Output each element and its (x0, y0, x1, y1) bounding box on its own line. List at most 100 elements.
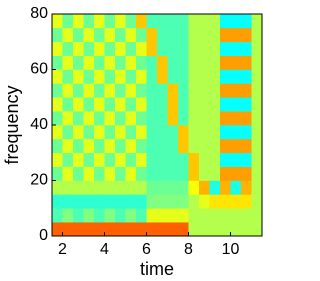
heat-cell (188, 41, 200, 56)
heat-cell (104, 152, 116, 167)
heat-cell (125, 180, 137, 195)
heat-cell (157, 55, 168, 70)
heat-cell (115, 97, 126, 112)
heat-cell (115, 111, 126, 126)
heat-cell (83, 55, 95, 70)
heat-cell (104, 55, 116, 70)
heat-cell (251, 14, 263, 29)
heat-cell (83, 180, 95, 195)
heat-cell (94, 69, 105, 84)
heat-cell (178, 194, 189, 209)
heat-cell (251, 55, 263, 70)
heat-cell (52, 138, 63, 154)
heat-cell (62, 180, 74, 195)
heat-cell (146, 180, 158, 195)
heat-cell (115, 194, 126, 209)
heat-cell (167, 97, 179, 112)
heat-cell (167, 125, 179, 140)
heat-cell (83, 125, 95, 140)
heat-cell (115, 180, 126, 195)
heat-cell (104, 125, 116, 140)
heat-cell (178, 180, 189, 195)
heat-cell (157, 152, 168, 167)
heat-cell (146, 166, 158, 181)
heat-cell (62, 97, 74, 112)
heat-cell (73, 83, 84, 98)
heat-cell (230, 83, 242, 98)
heat-cell (251, 41, 263, 56)
heat-cell (157, 208, 168, 223)
heat-cell (188, 83, 200, 98)
heat-cell (52, 83, 63, 98)
heat-cell (104, 208, 116, 223)
heat-cell (73, 55, 84, 70)
heat-cell (167, 208, 179, 223)
heat-cell (188, 194, 200, 209)
heat-cell (157, 194, 168, 209)
heat-cell (52, 222, 63, 237)
heat-cell (188, 138, 200, 154)
heat-cell (230, 208, 242, 223)
heat-cell (52, 97, 63, 112)
heat-cell (115, 27, 126, 43)
heat-cell (136, 194, 147, 209)
heat-cell (62, 222, 74, 237)
heat-cell (125, 111, 137, 126)
heat-cell (146, 208, 158, 223)
heat-cell (251, 166, 263, 181)
heat-cell (136, 180, 147, 195)
heat-cell (188, 111, 200, 126)
heat-cell (209, 222, 221, 237)
heat-cell (73, 14, 84, 29)
heat-cell (94, 180, 105, 195)
heat-cell (241, 14, 252, 29)
heat-cell (104, 69, 116, 84)
heat-cell (62, 55, 74, 70)
heat-cell (251, 152, 263, 167)
heat-cell (83, 69, 95, 84)
heatmap (52, 14, 263, 237)
heat-cell (199, 125, 210, 140)
heat-cell (83, 152, 95, 167)
heat-cell (241, 69, 252, 84)
heat-cell (241, 194, 252, 209)
heat-cell (136, 166, 147, 181)
heat-cell (167, 41, 179, 56)
heat-cell (52, 125, 63, 140)
heat-cell (251, 208, 263, 223)
heat-cell (73, 97, 84, 112)
heat-cell (146, 222, 158, 237)
heat-cell (188, 97, 200, 112)
heat-cell (167, 55, 179, 70)
heat-cell (136, 97, 147, 112)
heat-cell (125, 27, 137, 43)
heat-cell (146, 138, 158, 154)
heat-cell (209, 208, 221, 223)
heat-cell (136, 138, 147, 154)
heat-cell (230, 14, 242, 29)
heat-cell (188, 166, 200, 181)
heat-cell (125, 194, 137, 209)
heat-cell (188, 69, 200, 84)
heat-cell (167, 138, 179, 154)
heat-cell (220, 138, 231, 154)
y-tick-label: 0 (39, 227, 48, 244)
heat-cell (251, 97, 263, 112)
x-tick-label: 8 (184, 241, 193, 258)
heat-cell (115, 83, 126, 98)
heat-cell (178, 55, 189, 70)
heat-cell (125, 83, 137, 98)
heat-cell (146, 194, 158, 209)
heat-cell (188, 14, 200, 29)
heat-cell (125, 41, 137, 56)
heat-cell (146, 41, 158, 56)
heat-cell (241, 152, 252, 167)
heat-cell (52, 208, 63, 223)
heat-cell (136, 152, 147, 167)
heat-cell (94, 194, 105, 209)
heat-cell (157, 125, 168, 140)
heat-cell (167, 152, 179, 167)
heat-cell (94, 166, 105, 181)
heat-cell (167, 180, 179, 195)
heat-cell (62, 138, 74, 154)
